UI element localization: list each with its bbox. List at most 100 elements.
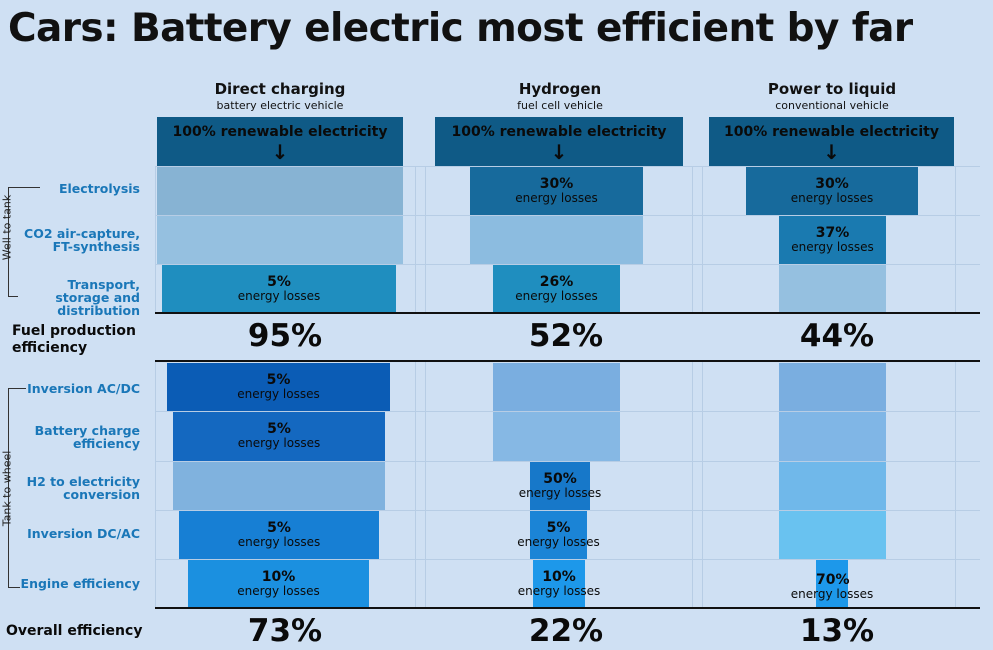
bar-bev-co2-capture — [157, 216, 403, 264]
loss-caption: energy losses — [237, 289, 321, 303]
column-header-direct-charging: Direct charging battery electric vehicle — [150, 80, 410, 112]
bar-h2-co2-capture — [470, 216, 643, 264]
arrow-down-icon: ↓ — [823, 140, 840, 164]
page-title: Cars: Battery electric most efficient by… — [8, 6, 913, 51]
bracket-tick — [8, 296, 18, 297]
divider-line — [155, 607, 980, 609]
overall-efficiency-label: Overall efficiency — [6, 623, 143, 639]
row-label-h2-conversion: H2 to electricity conversion — [26, 474, 140, 502]
bar-ptl-inversion-dcac — [779, 511, 886, 559]
loss-percent: 5% — [267, 520, 291, 536]
grid-line — [155, 166, 980, 167]
column-header-hydrogen: Hydrogen fuel cell vehicle — [430, 80, 690, 112]
loss-caption: energy losses — [791, 240, 874, 254]
overall-efficiency-ptl: 13% — [799, 613, 875, 649]
source-box-hydrogen: 100% renewable electricity ↓ — [435, 117, 683, 166]
loss-caption: energy losses — [517, 535, 600, 549]
bar-bev-inversion-dcac: 5% energy losses — [179, 511, 379, 559]
column-header-power-to-liquid: Power to liquid conventional vehicle — [702, 80, 962, 112]
bar-bev-electrolysis — [157, 167, 403, 215]
source-label: 100% renewable electricity — [451, 124, 667, 140]
bar-h2-inversion-acdc — [493, 363, 620, 411]
loss-percent: 37% — [815, 225, 850, 241]
loss-percent: 50% — [543, 471, 577, 487]
bar-ptl-electrolysis: 30% energy losses — [746, 167, 918, 215]
loss-percent: 5% — [267, 274, 291, 290]
grid-line — [155, 411, 980, 412]
fuel-efficiency-bev: 95% — [247, 318, 323, 354]
divider-line — [155, 360, 980, 362]
loss-percent: 5% — [266, 372, 291, 388]
bar-h2-engine: 10% energy losses — [518, 560, 600, 608]
loss-caption: energy losses — [515, 191, 598, 205]
loss-caption: energy losses — [237, 584, 320, 598]
source-box-direct-charging: 100% renewable electricity ↓ — [157, 117, 403, 166]
grid-line — [425, 362, 426, 608]
fuel-efficiency-h2: 52% — [528, 318, 604, 354]
row-label-battery-charge: Battery charge efficiency — [34, 423, 140, 451]
grid-line — [692, 166, 693, 312]
row-label-inversion-acdc: Inversion AC/DC — [27, 381, 140, 396]
bracket-tick — [8, 388, 26, 389]
source-label: 100% renewable electricity — [724, 124, 939, 140]
loss-percent: 30% — [815, 176, 849, 192]
grid-line — [702, 362, 703, 608]
loss-percent: 70% — [816, 572, 850, 588]
overall-efficiency-h2: 22% — [528, 613, 604, 649]
grid-line — [155, 559, 980, 560]
bracket-tick — [8, 187, 40, 188]
loss-percent: 10% — [261, 569, 296, 585]
overall-efficiency-bev: 73% — [247, 613, 323, 649]
grid-line — [155, 362, 156, 608]
loss-percent: 10% — [542, 569, 576, 585]
bar-ptl-transport — [779, 265, 886, 313]
fuel-efficiency-ptl: 44% — [799, 318, 875, 354]
loss-percent: 30% — [539, 176, 574, 192]
bar-bev-h2-conversion — [173, 462, 385, 510]
bar-ptl-engine: 70% energy losses — [791, 560, 873, 608]
row-label-inversion-dcac: Inversion DC/AC — [27, 526, 140, 541]
column-subtitle: battery electric vehicle — [216, 99, 344, 112]
loss-percent: 26% — [539, 274, 574, 290]
grid-line — [702, 166, 703, 312]
bar-h2-inversion-dcac: 5% energy losses — [517, 511, 600, 559]
loss-caption: energy losses — [237, 535, 321, 549]
bar-h2-electrolysis: 30% energy losses — [470, 167, 643, 215]
bracket-well-to-tank — [8, 187, 9, 297]
bar-h2-conversion: 50% energy losses — [519, 462, 601, 510]
grid-line — [415, 166, 416, 312]
column-title: Power to liquid — [767, 80, 897, 98]
row-label-transport: Transport, storage and distribution — [55, 277, 140, 318]
bar-ptl-co2-capture: 37% energy losses — [779, 216, 886, 264]
bar-ptl-h2-conversion — [779, 462, 886, 510]
column-subtitle: fuel cell vehicle — [517, 99, 603, 112]
source-label: 100% renewable electricity — [172, 124, 388, 140]
grid-line — [692, 362, 693, 608]
bracket-tick — [8, 587, 20, 588]
row-label-co2-capture: CO2 air-capture, FT-synthesis — [24, 226, 140, 254]
grid-line — [155, 510, 980, 511]
bar-ptl-inversion-acdc — [779, 363, 886, 411]
column-subtitle: conventional vehicle — [775, 99, 889, 112]
row-label-electrolysis: Electrolysis — [58, 181, 140, 196]
loss-caption: energy losses — [790, 191, 874, 205]
bracket-tank-to-wheel — [8, 388, 9, 588]
grid-line — [425, 166, 426, 312]
loss-percent: 5% — [267, 421, 291, 437]
grid-line — [155, 264, 980, 265]
bar-ptl-battery-charge — [779, 412, 886, 461]
divider-line — [155, 312, 980, 314]
bar-h2-battery-charge — [493, 412, 620, 461]
bar-bev-transport: 5% energy losses — [162, 265, 396, 313]
column-title: Hydrogen — [518, 80, 602, 98]
loss-percent: 5% — [546, 520, 571, 536]
arrow-down-icon: ↓ — [550, 140, 568, 164]
bar-bev-battery-charge: 5% energy losses — [173, 412, 385, 461]
bar-h2-transport: 26% energy losses — [493, 265, 620, 313]
column-title: Direct charging — [214, 80, 346, 98]
fuel-production-label: Fuel production efficiency — [12, 323, 136, 356]
bar-bev-inversion-acdc: 5% energy losses — [167, 363, 390, 411]
loss-caption: energy losses — [515, 289, 598, 303]
grid-line — [955, 362, 956, 608]
row-label-engine: Engine efficiency — [20, 576, 140, 591]
